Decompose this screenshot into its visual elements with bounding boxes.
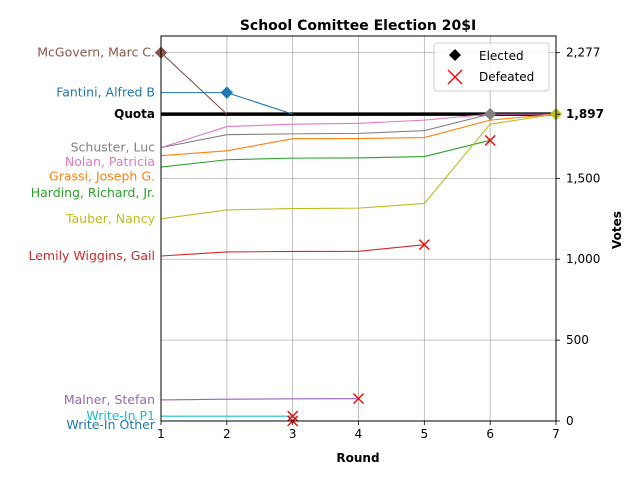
y-tick-label: 500: [566, 333, 589, 347]
x-tick-label: 4: [355, 427, 363, 441]
legend: Elected Defeated: [433, 42, 550, 92]
candidate-labels: Quota McGovern, Marc C. Fantini, Alfred B S…: [28, 45, 155, 432]
candidate-label: Write-In Other: [66, 417, 155, 432]
candidate-label: Harding, Richard, Jr.: [31, 185, 155, 200]
y-tick-label: 1,897: [566, 107, 604, 121]
y-axis-ticks: 0 500 1,000 1,500 1,897 2,277: [556, 46, 604, 428]
candidate-label: McGovern, Marc C.: [37, 45, 155, 60]
y-tick-label: 1,500: [566, 171, 600, 185]
series-line: [160, 139, 491, 168]
series-line: [160, 113, 491, 149]
candidate-label: Grassi, Joseph G.: [49, 169, 155, 184]
legend-box: [433, 42, 550, 92]
series-line: [160, 113, 557, 220]
y-tick-label: 1,000: [566, 252, 600, 266]
defeated-marker: [353, 393, 364, 405]
series-line: [160, 398, 359, 401]
candidate-label: Nolan, Patricia: [65, 154, 155, 169]
candidate-label: Schuster, Luc: [71, 140, 156, 155]
y-tick-label: 0: [566, 414, 574, 428]
legend-defeated-label: Defeated: [479, 70, 534, 84]
candidate-label: Lemily Wiggins, Gail: [28, 248, 155, 263]
x-axis-ticks: 1 2 3 4 5 6 7: [157, 421, 560, 441]
x-tick-label: 1: [157, 427, 165, 441]
defeated-legend-marker: [447, 69, 463, 85]
candidate-label: Tauber, Nancy: [65, 211, 156, 226]
x-tick-label: 2: [223, 427, 231, 441]
candidate-label: Write-In P1: [86, 408, 155, 423]
x-tick-label: 3: [289, 427, 297, 441]
elected-legend-marker: [449, 49, 461, 61]
candidate-label: Malner, Stefan: [64, 392, 155, 407]
x-tick-label: 7: [552, 427, 560, 441]
defeated-marker: [484, 134, 496, 146]
defeated-marker: [418, 239, 430, 251]
x-tick-label: 5: [421, 427, 429, 441]
defeated-marker: [287, 410, 299, 422]
x-tick-label: 6: [486, 427, 494, 441]
series-line: [160, 52, 228, 115]
legend-elected-label: Elected: [479, 49, 524, 63]
candidate-label: Fantini, Alfred B: [56, 85, 155, 100]
x-axis-label: Round: [336, 451, 379, 465]
elected-marker: [220, 86, 234, 99]
series-line: [160, 244, 425, 257]
quota-label: Quota: [114, 107, 155, 121]
chart-title: School Comittee Election 20$I: [240, 18, 476, 34]
elected-marker: [483, 107, 497, 121]
y-axis-label: Votes: [610, 211, 624, 249]
y-tick-label: 2,277: [566, 46, 600, 60]
